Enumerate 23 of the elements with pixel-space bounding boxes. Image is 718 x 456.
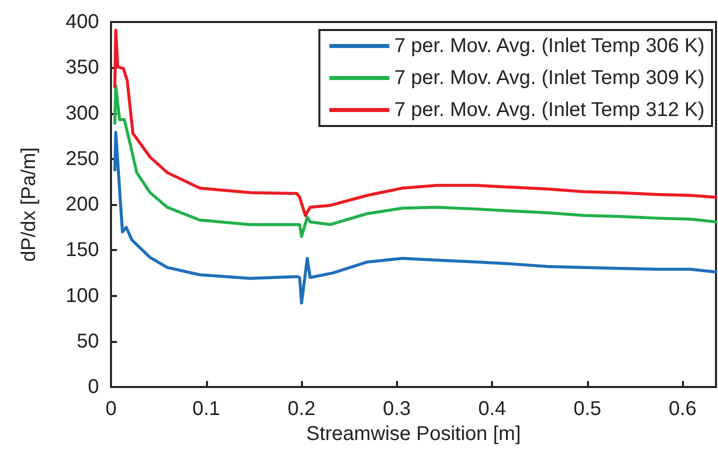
line-series [113, 130, 718, 305]
line-series [113, 28, 718, 217]
x-tick-label: 0.5 [573, 398, 602, 420]
x-tick-label: 0.4 [478, 398, 506, 420]
y-tick-label: 300 [66, 102, 99, 124]
x-axis-title: Streamwise Position [m] [306, 422, 521, 445]
y-tick-label: 100 [66, 284, 99, 307]
y-tick-label: 400 [66, 11, 99, 33]
legend-label: 7 per. Mov. Avg. (Inlet Temp 312 K) [394, 99, 705, 121]
y-tick-label: 50 [76, 330, 99, 352]
y-tick-label: 0 [88, 376, 99, 398]
y-tick-label: 250 [66, 148, 99, 170]
y-tick-label: 150 [66, 239, 99, 262]
y-axis-title: dP/dx [Pa/m] [18, 147, 40, 262]
y-tick-label: 350 [66, 56, 99, 79]
legend-label: 7 per. Mov. Avg. (Inlet Temp 306 K) [394, 35, 705, 57]
legend-label: 7 per. Mov. Avg. (Inlet Temp 309 K) [394, 67, 705, 89]
x-tick-label: 0.1 [192, 398, 220, 420]
x-tick-label: 0 [105, 398, 117, 420]
x-tick-label: 0.2 [288, 398, 316, 420]
x-tick-label: 0.6 [668, 398, 697, 420]
x-tick-label: 0.3 [382, 398, 411, 420]
y-tick-label: 200 [66, 194, 99, 216]
